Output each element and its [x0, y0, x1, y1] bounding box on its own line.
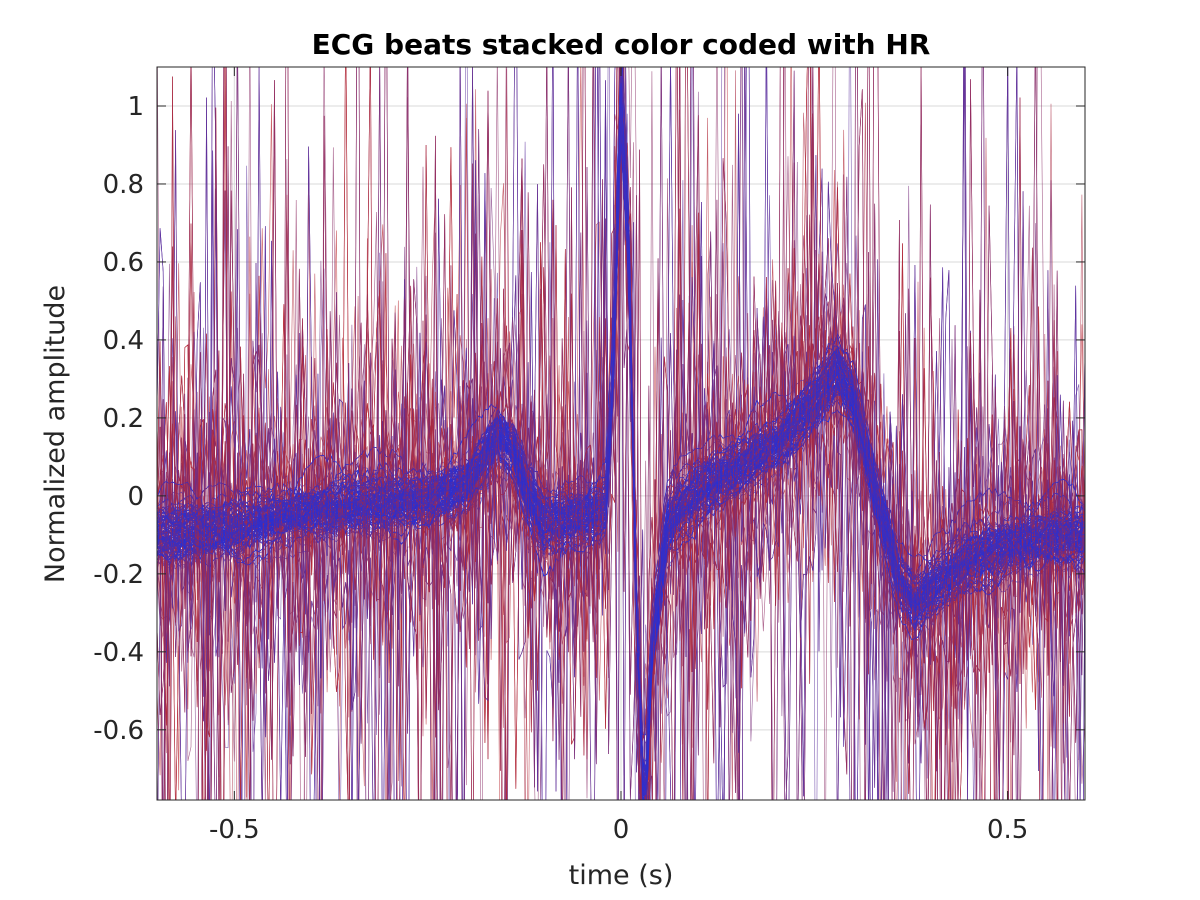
beat-trace — [157, 67, 1085, 800]
y-tick-label: 0.8 — [103, 170, 144, 200]
x-tick-label: 0 — [613, 815, 630, 845]
y-tick-label: 0.4 — [103, 326, 144, 356]
x-tick-label: -0.5 — [209, 815, 260, 845]
beat-traces — [157, 67, 1085, 800]
y-axis-label: Normalized amplitude — [40, 285, 71, 583]
y-tick-label: -0.2 — [93, 560, 144, 590]
beat-trace — [157, 126, 1085, 789]
beat-trace — [157, 123, 1085, 768]
y-tick-label: -0.6 — [93, 716, 144, 746]
beat-trace — [157, 98, 1085, 775]
beat-trace — [157, 67, 1085, 774]
y-axis-ticks: -0.6 -0.4 -0.2 0 0.2 0.4 0.6 0.8 1 — [93, 92, 1085, 746]
x-axis-ticks: -0.5 0 0.5 — [209, 67, 1028, 845]
beat-trace — [157, 67, 1085, 800]
beat-trace — [157, 82, 1085, 791]
x-tick-label: 0.5 — [987, 815, 1028, 845]
beat-trace — [157, 67, 1085, 793]
beat-trace — [157, 67, 1085, 800]
chart-title: ECG beats stacked color coded with HR — [312, 28, 931, 61]
beat-trace — [157, 67, 1085, 800]
y-tick-label: -0.4 — [93, 638, 144, 668]
y-tick-label: 1 — [127, 92, 144, 122]
y-tick-label: 0 — [127, 482, 144, 512]
y-tick-label: 0.6 — [103, 248, 144, 278]
x-axis-label: time (s) — [569, 860, 674, 891]
y-tick-label: 0.2 — [103, 404, 144, 434]
